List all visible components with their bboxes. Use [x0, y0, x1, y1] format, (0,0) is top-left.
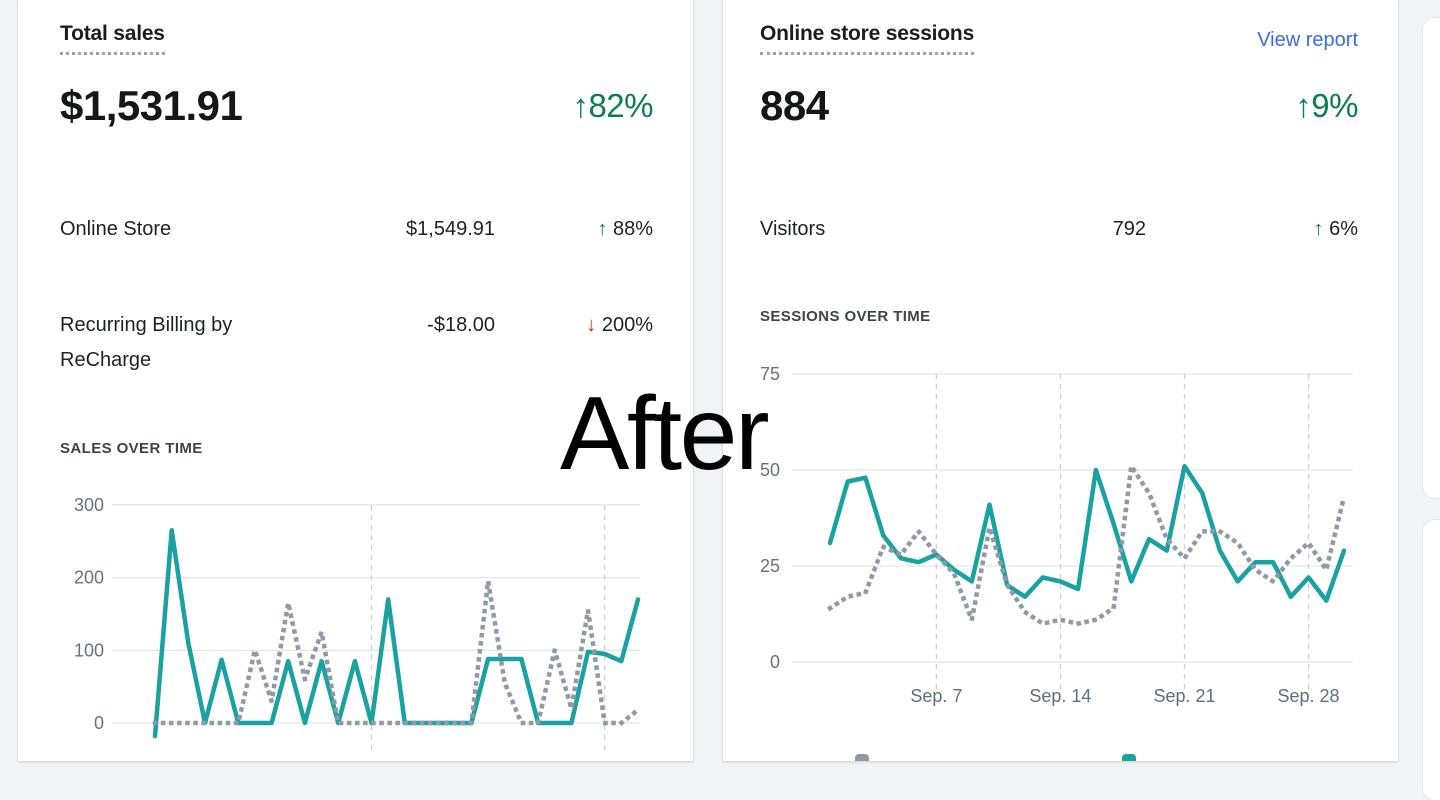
row-label-recharge: Recurring Billing by ReCharge — [60, 314, 233, 371]
total-sales-value: $1,531.91 — [60, 82, 243, 129]
svg-text:300: 300 — [74, 495, 104, 515]
row-delta-recharge: ↓ 200% — [586, 308, 653, 343]
total-sales-delta: ↑82% — [572, 87, 653, 124]
row-value-recharge: -$18.00 — [427, 314, 495, 336]
up-arrow-icon: ↑ — [597, 218, 608, 240]
svg-text:Sep. 7: Sep. 7 — [910, 686, 962, 706]
row-delta-visitors: ↑ 6% — [1314, 212, 1358, 247]
svg-text:100: 100 — [74, 640, 104, 660]
adjacent-card-edge-bottom — [1423, 520, 1440, 800]
svg-text:0: 0 — [770, 652, 780, 672]
sessions-value: 884 — [760, 82, 829, 129]
svg-text:75: 75 — [760, 364, 780, 384]
svg-text:Sep. 21: Sep. 21 — [1153, 686, 1215, 706]
svg-text:Sep. 28: Sep. 28 — [1278, 686, 1340, 706]
row-delta-online-store: ↑ 88% — [597, 212, 653, 247]
sales-over-time-chart: 0 100 200 300 — [74, 495, 642, 752]
row-pct-visitors: 6% — [1329, 218, 1358, 240]
down-arrow-icon: ↓ — [586, 314, 597, 336]
up-arrow-icon: ↑ — [1313, 218, 1324, 240]
row-pct-online-store: 88% — [612, 218, 653, 240]
sessions-delta: ↑9% — [1295, 87, 1358, 124]
row-value-online-store: $1,549.91 — [406, 218, 495, 240]
sessions-over-time-label: SESSIONS OVER TIME — [760, 308, 931, 325]
view-report-link[interactable]: View report — [1257, 29, 1358, 51]
total-sales-title[interactable]: Total sales — [60, 22, 165, 55]
svg-text:50: 50 — [760, 460, 780, 480]
online-store-sessions-card: Online store sessions View report 884 ↑9… — [723, 0, 1398, 761]
after-overlay-text: After — [560, 376, 770, 492]
row-value-visitors: 792 — [1112, 218, 1146, 240]
row-label-online-store: Online Store — [60, 218, 172, 240]
svg-text:Sep. 14: Sep. 14 — [1029, 686, 1091, 706]
total-sales-card: Total sales $1,531.91 ↑82% Online Store … — [18, 0, 693, 761]
sales-over-time-label: SALES OVER TIME — [60, 440, 203, 457]
svg-text:200: 200 — [74, 568, 104, 588]
sessions-over-time-chart: 0 25 50 75 Sep. 7 Sep. 14 Sep. 21 Sep. 28 — [760, 364, 1353, 761]
svg-text:0: 0 — [94, 713, 104, 733]
row-pct-recharge: 200% — [601, 314, 653, 336]
row-label-visitors: Visitors — [760, 218, 826, 240]
sessions-title[interactable]: Online store sessions — [760, 22, 974, 55]
adjacent-card-edge-top — [1423, 18, 1440, 498]
svg-text:25: 25 — [760, 556, 780, 576]
